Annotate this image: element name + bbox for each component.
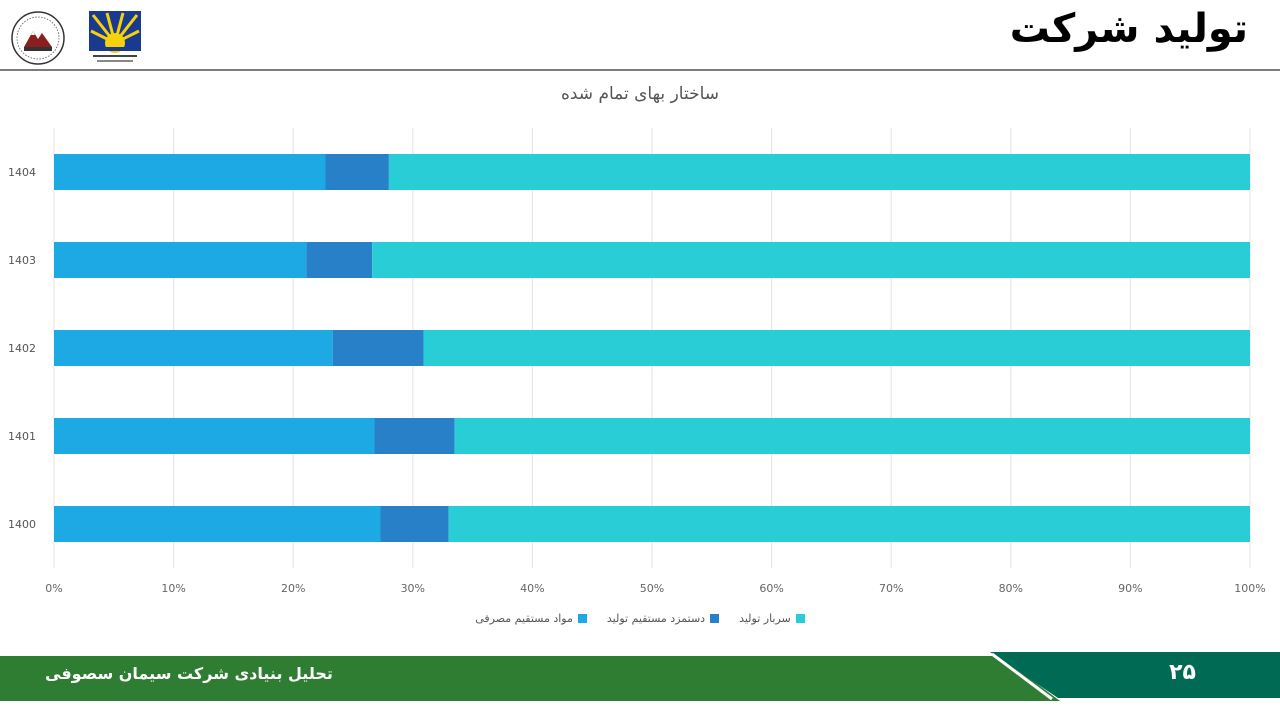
x-tick-label: 0% xyxy=(45,582,62,595)
bar-segment xyxy=(372,242,1250,278)
x-tick-label: 100% xyxy=(1234,582,1265,595)
bar-segment xyxy=(388,154,1250,190)
footer-title: تحلیل بنیادی شرکت سیمان سصوفی xyxy=(45,664,333,683)
page-number: ۲۵ xyxy=(1169,660,1196,685)
y-category-label: 1403 xyxy=(8,254,36,267)
bar-segment xyxy=(423,330,1251,366)
legend-label: سربار تولید xyxy=(739,612,791,625)
bar-segment xyxy=(54,154,326,190)
company-logo xyxy=(89,11,141,62)
chart: 0% 10% 20% 30% 40% 50% 60% 70% 80% 90% 100% 1404 140… xyxy=(8,128,1266,595)
legend: مواد مستقیم مصرفی دستمزد مستقیم تولید سربا… xyxy=(0,612,1280,625)
header: تولید شرکت xyxy=(0,0,1280,72)
bar-segment xyxy=(54,418,375,454)
legend-item: دستمزد مستقیم تولید xyxy=(606,612,720,625)
x-tick-label: 70% xyxy=(879,582,903,595)
x-tick-label: 30% xyxy=(401,582,425,595)
x-tick-label: 10% xyxy=(161,582,185,595)
bar-segment xyxy=(54,242,307,278)
bar-segment xyxy=(332,330,424,366)
x-tick-label: 90% xyxy=(1118,582,1142,595)
x-tick-label: 60% xyxy=(759,582,783,595)
header-divider xyxy=(0,69,1280,71)
bar-segment xyxy=(374,418,455,454)
page-title: تولید شرکت xyxy=(1009,6,1248,52)
bar-segment xyxy=(380,506,449,542)
x-tick-label: 50% xyxy=(640,582,664,595)
bar-segment xyxy=(54,330,333,366)
chart-title: ساختار بهای تمام شده xyxy=(560,84,720,104)
legend-label: مواد مستقیم مصرفی xyxy=(475,612,573,625)
legend-swatch xyxy=(710,614,720,623)
bar-segment xyxy=(448,506,1250,542)
y-category-label: 1400 xyxy=(8,518,36,531)
bar-segment xyxy=(306,242,373,278)
x-tick-label: 80% xyxy=(999,582,1023,595)
legend-label: دستمزد مستقیم تولید xyxy=(606,612,706,625)
bar-segment xyxy=(54,506,381,542)
y-category-label: 1402 xyxy=(8,342,36,355)
footer-band xyxy=(0,652,1280,701)
legend-item: سربار تولید xyxy=(739,612,805,625)
insurance-logo xyxy=(11,11,65,65)
y-category-label: 1401 xyxy=(8,430,36,443)
x-tick-label: 40% xyxy=(520,582,544,595)
y-category-label: 1404 xyxy=(8,166,36,179)
bar-segment xyxy=(325,154,389,190)
legend-swatch xyxy=(577,614,587,623)
bar-segment xyxy=(454,418,1250,454)
legend-item: مواد مستقیم مصرفی xyxy=(475,612,587,625)
x-tick-label: 20% xyxy=(281,582,305,595)
legend-swatch xyxy=(795,614,805,623)
